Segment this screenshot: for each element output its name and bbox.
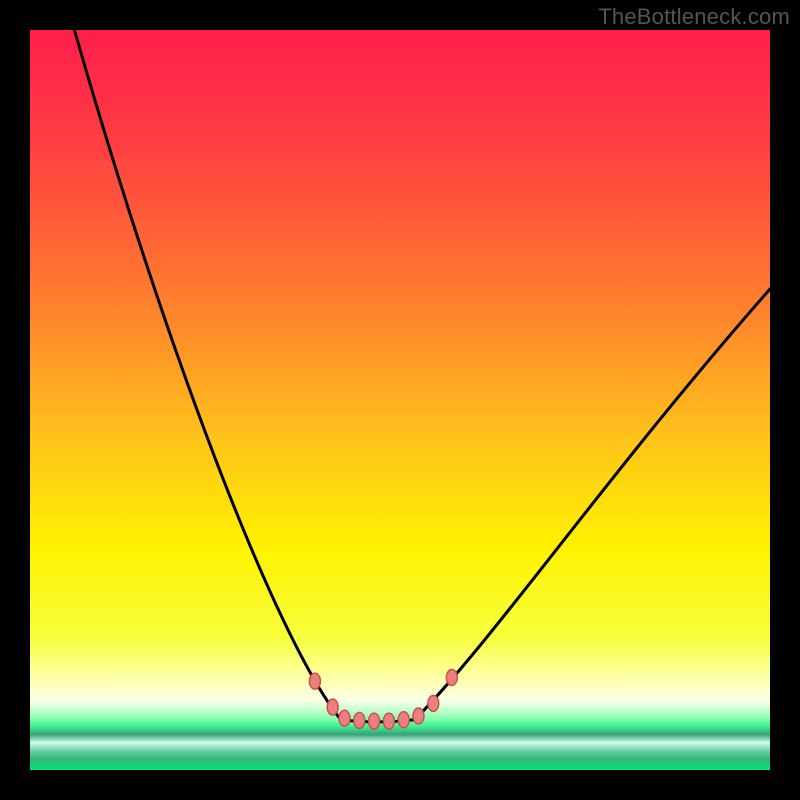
plot-area: [30, 30, 770, 770]
curve-marker: [354, 712, 365, 728]
chart-container: TheBottleneck.com: [0, 0, 800, 800]
curve-marker: [383, 713, 394, 729]
bottleneck-chart: [0, 0, 800, 800]
curve-marker: [398, 712, 409, 728]
curve-marker: [428, 695, 439, 711]
curve-marker: [413, 708, 424, 724]
watermark-text: TheBottleneck.com: [598, 4, 790, 30]
curve-marker: [309, 673, 320, 689]
curve-marker: [446, 670, 457, 686]
curve-marker: [339, 710, 350, 726]
curve-marker: [327, 699, 338, 715]
curve-marker: [369, 713, 380, 729]
